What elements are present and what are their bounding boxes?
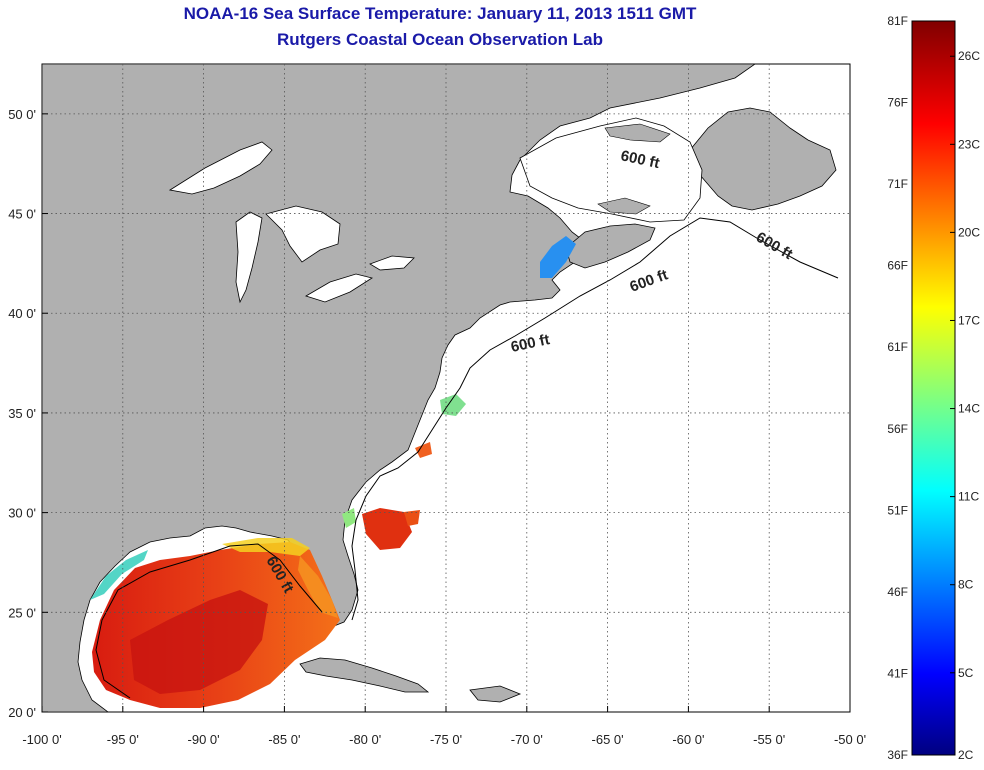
lon-tick-label: -75 0' — [430, 732, 462, 747]
colorbar-celsius-labels: 26C 23C 20C 17C 14C 11C 8C 5C 2C — [950, 49, 980, 762]
sst-mid-atlantic-patch — [440, 394, 466, 416]
land-anticosti — [604, 123, 671, 143]
colorbar-f-label: 81F — [887, 14, 908, 28]
colorbar-f-label: 71F — [887, 177, 908, 191]
lon-tick-label: -100 0' — [22, 732, 61, 747]
land-hispaniola — [469, 685, 522, 703]
colorbar-c-label: 14C — [958, 402, 980, 416]
map-title: NOAA-16 Sea Surface Temperature: January… — [183, 4, 697, 23]
sst-gulf-stream-patch — [362, 508, 412, 550]
latitude-labels: 20 0' 25 0' 30 0' 35 0' 40 0' 45 0' 50 0' — [8, 107, 36, 720]
graticule — [41, 64, 851, 713]
lat-tick-label: 40 0' — [8, 306, 36, 321]
colorbar-f-label: 46F — [887, 585, 908, 599]
lon-tick-label: -55 0' — [753, 732, 785, 747]
lat-tick-label: 45 0' — [8, 207, 36, 222]
sst-gulf-north-shelf — [222, 538, 310, 556]
colorbar-c-label: 8C — [958, 578, 974, 592]
sst-gulf-texas-shelf — [90, 550, 148, 600]
lat-tick-label: 25 0' — [8, 605, 36, 620]
land-cuba — [299, 657, 430, 693]
lake-ontario — [369, 255, 415, 271]
sst-florida-shelf — [298, 556, 338, 618]
lake-superior — [168, 141, 273, 195]
colorbar-f-label: 76F — [887, 96, 908, 110]
lon-tick-label: -70 0' — [511, 732, 543, 747]
gulf-st-lawrence — [519, 117, 703, 223]
land-newfoundland — [689, 107, 837, 211]
colorbar-f-label: 41F — [887, 666, 908, 680]
lon-tick-label: -65 0' — [592, 732, 624, 747]
colorbar-f-label: 56F — [887, 422, 908, 436]
lat-tick-label: 20 0' — [8, 705, 36, 720]
colorbar-f-label: 61F — [887, 340, 908, 354]
lake-michigan — [235, 211, 263, 304]
land-pei — [597, 197, 651, 215]
lon-tick-label: -95 0' — [107, 732, 139, 747]
lake-erie — [305, 273, 374, 303]
sst-gulf-warm-core — [130, 590, 268, 694]
sst-gulf-stream-patch-2 — [404, 510, 420, 526]
colorbar-f-label: 36F — [887, 748, 908, 762]
lat-tick-label: 50 0' — [8, 107, 36, 122]
lon-tick-label: -80 0' — [349, 732, 381, 747]
lat-tick-label: 35 0' — [8, 406, 36, 421]
sst-hatteras-patch — [415, 442, 432, 458]
sst-bay-of-fundy — [540, 236, 576, 278]
colorbar-f-label: 66F — [887, 259, 908, 273]
colorbar-c-label: 2C — [958, 748, 974, 762]
map-subtitle: Rutgers Coastal Ocean Observation Lab — [277, 30, 603, 49]
isobath-600ft — [351, 217, 839, 621]
colorbar — [911, 20, 956, 756]
longitude-labels: -100 0' -95 0' -90 0' -85 0' -80 0' -75 0' -70… — [22, 732, 866, 747]
colorbar-c-label: 5C — [958, 666, 974, 680]
isobath-600ft-gulf — [95, 543, 323, 699]
lon-tick-label: -60 0' — [672, 732, 704, 747]
lat-tick-label: 30 0' — [8, 506, 36, 521]
lon-tick-label: -90 0' — [188, 732, 220, 747]
lon-tick-label: -50 0' — [834, 732, 866, 747]
colorbar-fahrenheit-labels: 81F 76F 71F 66F 61F 56F 51F 46F 41F 36F — [887, 14, 908, 762]
land-north-america — [42, 64, 756, 712]
colorbar-c-label: 23C — [958, 137, 980, 151]
lake-huron — [265, 205, 341, 263]
colorbar-c-label: 20C — [958, 225, 980, 239]
colorbar-c-label: 26C — [958, 49, 980, 63]
colorbar-c-label: 11C — [958, 490, 979, 504]
land-nova-scotia — [565, 223, 656, 269]
colorbar-f-label: 51F — [887, 503, 908, 517]
lon-tick-label: -85 0' — [268, 732, 300, 747]
colorbar-c-label: 17C — [958, 313, 980, 327]
